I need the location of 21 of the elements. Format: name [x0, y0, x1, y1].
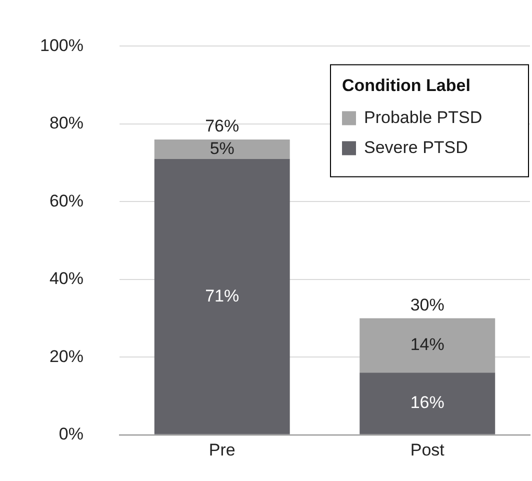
- total-label: 30%: [410, 295, 444, 314]
- legend-label: Severe PTSD: [364, 138, 468, 157]
- x-tick-label: Post: [410, 440, 445, 460]
- bar: [360, 318, 496, 373]
- y-tick-label: 80%: [49, 114, 84, 133]
- bar: [360, 372, 496, 434]
- data-label: 5%: [210, 138, 234, 158]
- bar: [154, 158, 290, 434]
- y-tick-label: 0%: [58, 424, 84, 444]
- data-label: 16%: [410, 393, 444, 412]
- y-tick-label: 60%: [49, 191, 84, 210]
- y-tick-label: 20%: [49, 346, 84, 366]
- data-label: 71%: [205, 286, 240, 306]
- x-tick-label: Pre: [208, 440, 236, 460]
- legend-label: Probable PTSD: [364, 108, 482, 127]
- total-label: 76%: [205, 116, 240, 136]
- legend-title: Condition Label: [342, 76, 470, 95]
- data-label: 14%: [410, 335, 444, 354]
- y-tick-label: 40%: [49, 269, 84, 288]
- bar: [154, 139, 290, 159]
- y-tick-label: 100%: [40, 36, 84, 55]
